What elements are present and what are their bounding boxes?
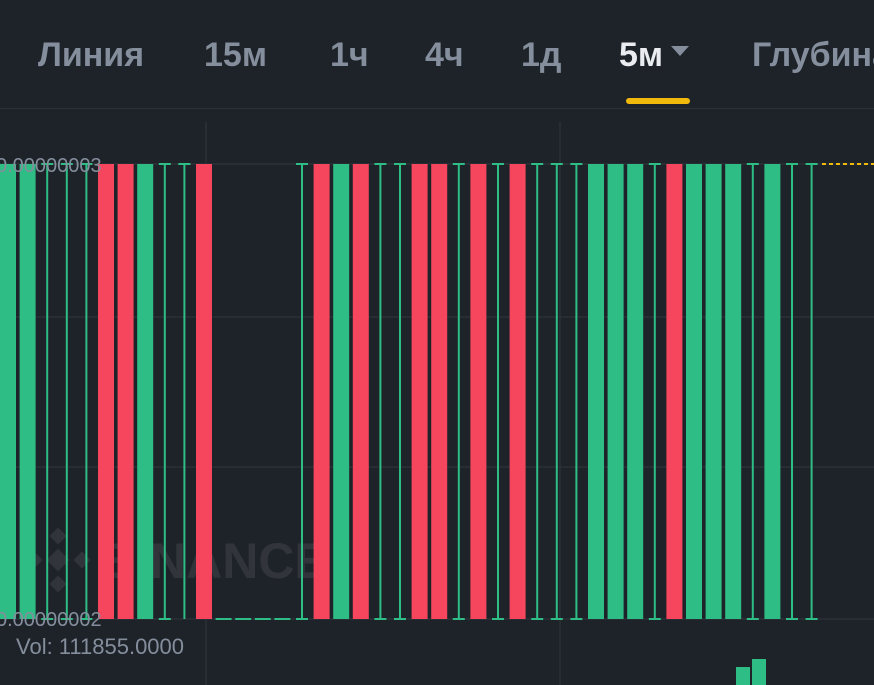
candle [570,163,583,620]
binance-watermark: BINANCE [25,527,328,593]
candle-body [117,164,134,619]
active-tab-indicator [626,98,690,104]
candle [746,163,759,620]
candle-body [352,164,369,619]
candle-body [588,164,604,619]
candle [725,164,742,619]
candle-body [666,164,683,619]
candle [470,164,487,619]
candles-layer [0,163,818,620]
y-axis-low-label: 0.00000002 [0,609,102,631]
candle [117,164,134,619]
candle [196,164,212,619]
candle [80,163,93,620]
candle [452,163,465,620]
candle-body [19,164,36,619]
candle-body [764,164,781,619]
tab-1d[interactable]: 1д [521,36,562,74]
candle-body [431,164,448,619]
candle [786,163,798,620]
chevron-down-icon [671,46,690,57]
timeframe-tab-bar: Линия 15м 1ч 4ч 1д 5м Глубина [0,0,874,109]
volume-layer [736,659,766,685]
candle [648,163,661,620]
volume-readout: Vol: 111855.0000 [16,634,184,659]
candle [374,163,387,620]
candle [550,163,563,620]
candle [98,164,114,619]
candle [313,164,330,619]
candle [352,164,369,619]
tab-4h[interactable]: 4ч [425,36,464,74]
tab-15m[interactable]: 15м [204,36,267,74]
tab-5m-label: 5м [619,36,664,74]
volume-bar [736,667,750,685]
candle [627,164,644,619]
candle [805,163,818,620]
tab-depth[interactable]: Глубина [752,36,874,74]
candle [0,164,16,619]
candle [764,164,781,619]
candle-body [0,164,16,619]
candle-body [196,164,212,619]
tab-line[interactable]: Линия [38,36,145,74]
candle [394,163,406,620]
candle-body [686,164,702,619]
candle [158,163,171,620]
candle-body [725,164,742,619]
candle [178,163,191,619]
candle-body [313,164,330,619]
candle [666,164,683,619]
candle-body [607,164,624,619]
candle [705,164,722,619]
candle [60,163,73,620]
tab-5m[interactable]: 5м [619,36,690,80]
candle-body [98,164,114,619]
candle [531,163,544,620]
candle [492,163,504,620]
y-axis-high-label: 0.00000003 [0,155,102,177]
tab-1h[interactable]: 1ч [330,36,369,74]
candle-body [509,164,526,619]
candle-body [411,164,428,619]
candle-body [137,164,154,619]
volume-bar [752,659,766,685]
candle [19,164,36,619]
candle-body [470,164,487,619]
candle [509,164,526,619]
candle-body [705,164,722,619]
candle [411,164,428,619]
candlestick-chart[interactable]: BINANCE 0.00000003 0.00000002 Vol: 11185… [0,108,874,685]
watermark-text: BINANCE [100,533,328,589]
candle [588,164,604,619]
candle [41,163,54,620]
candle [333,164,350,619]
candle [607,164,624,619]
candle-body [627,164,644,619]
candle [296,163,308,620]
candle-body [333,164,350,619]
candle [137,164,154,619]
candle [686,164,702,619]
candle [431,164,448,619]
